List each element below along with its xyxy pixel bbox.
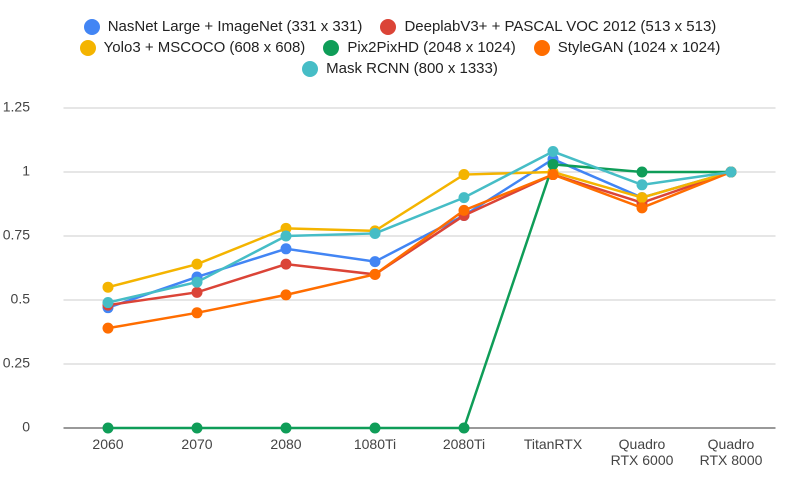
x-tick-label-box: 2080Ti xyxy=(442,436,486,452)
point xyxy=(636,166,648,178)
point xyxy=(636,192,648,204)
x-tick-label-box: TitanRTX xyxy=(523,436,583,452)
legend-marker xyxy=(533,39,550,56)
point xyxy=(280,230,292,242)
legend-label: NasNet Large + ImageNet (331 x 331) xyxy=(107,18,363,35)
point xyxy=(191,422,203,434)
point xyxy=(280,258,292,270)
legend-item: DeeplabV3+ + PASCAL VOC 2012 (513 x 513) xyxy=(380,18,716,35)
legend-marker xyxy=(83,18,100,35)
point xyxy=(280,222,292,234)
legend-item: NasNet Large + ImageNet (331 x 331) xyxy=(83,18,363,35)
point xyxy=(547,169,559,181)
point xyxy=(191,258,203,270)
x-tick-label-box: 1080Ti xyxy=(353,436,397,452)
point xyxy=(458,169,470,181)
y-tick-label: 0 xyxy=(22,419,30,435)
point xyxy=(636,202,648,214)
x-tick-label: 1080Ti xyxy=(353,436,397,452)
legend-marker xyxy=(380,18,397,35)
legend-label: Yolo3 + MSCOCO (608 x 608) xyxy=(103,39,306,56)
y-tick-label: 1.25 xyxy=(3,99,30,115)
legend-label: StyleGAN (1024 x 1024) xyxy=(557,39,721,56)
point xyxy=(636,179,648,191)
point xyxy=(725,166,737,178)
x-tick-label: Quadro RTX 8000 xyxy=(699,436,763,468)
legend-label: Pix2PixHD (2048 x 1024) xyxy=(347,39,516,56)
point xyxy=(369,422,381,434)
point xyxy=(369,227,381,239)
point xyxy=(280,289,292,301)
point xyxy=(547,158,559,170)
point xyxy=(458,192,470,204)
series-line xyxy=(107,157,732,309)
legend-label: Mask RCNN (800 x 1333) xyxy=(326,60,498,77)
x-tick-label: Quadro RTX 6000 xyxy=(610,436,674,468)
x-tick-label-box: 2080 xyxy=(270,436,302,452)
point xyxy=(369,268,381,280)
y-tick-label: 1 xyxy=(22,163,30,179)
point xyxy=(458,422,470,434)
x-tick-label: 2060 xyxy=(92,436,124,452)
point xyxy=(369,256,381,268)
point xyxy=(280,243,292,255)
x-tick-label: 2070 xyxy=(181,436,213,452)
point xyxy=(458,204,470,216)
legend-item: Mask RCNN (800 x 1333) xyxy=(302,60,498,77)
x-tick-label-box: 2070 xyxy=(181,436,213,452)
y-tick-label: 0.75 xyxy=(3,227,30,243)
series-line xyxy=(107,170,732,307)
legend-marker xyxy=(323,39,340,56)
x-tick-label: 2080 xyxy=(270,436,302,452)
y-tick-label: 0.5 xyxy=(11,291,31,307)
point xyxy=(191,307,203,319)
series-line xyxy=(107,170,732,330)
x-tick-label: 2080Ti xyxy=(442,436,486,452)
legend-item: Pix2PixHD (2048 x 1024) xyxy=(323,39,516,56)
legend-item: Yolo3 + MSCOCO (608 x 608) xyxy=(79,39,306,56)
legend-label: DeeplabV3+ + PASCAL VOC 2012 (513 x 513) xyxy=(404,18,717,35)
point xyxy=(102,422,114,434)
legend-item: StyleGAN (1024 x 1024) xyxy=(533,39,721,56)
x-tick-label-box: 2060 xyxy=(92,436,124,452)
point xyxy=(191,286,203,298)
legend-marker xyxy=(302,60,319,77)
legend: NasNet Large + ImageNet (331 x 331) Deepl… xyxy=(40,18,760,77)
point xyxy=(102,322,114,334)
series-line xyxy=(107,170,732,289)
legend-marker xyxy=(79,39,96,56)
x-tick-label-box: Quadro RTX 8000 xyxy=(699,436,763,468)
x-tick-label-box: Quadro RTX 6000 xyxy=(610,436,674,468)
y-tick-label: 0.25 xyxy=(3,355,30,371)
x-tick-label: TitanRTX xyxy=(523,436,583,452)
point xyxy=(102,281,114,293)
series-line xyxy=(108,162,731,430)
point xyxy=(547,146,559,158)
point xyxy=(280,422,292,434)
point xyxy=(102,297,114,309)
series-line xyxy=(107,150,732,304)
point xyxy=(191,276,203,288)
